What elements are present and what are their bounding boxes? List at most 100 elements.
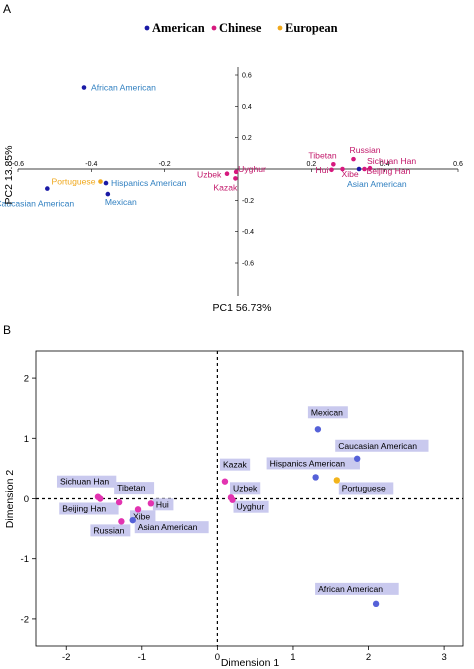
point-label-a-kazak: Kazak — [213, 182, 238, 192]
point-label-b-russian: Russian — [93, 525, 124, 535]
y-tick-label-b: 0 — [24, 494, 29, 505]
point-a-portuguese — [98, 179, 103, 184]
y-axis-title-a: PC2 13.85% — [3, 146, 15, 205]
x-tick-label-b: -2 — [62, 652, 70, 663]
label-box-b-tibetan — [114, 482, 155, 495]
label-box-b-mexican — [307, 406, 348, 419]
x-axis-title-a: PC1 56.73% — [213, 302, 272, 314]
point-a-hispanics-american — [103, 180, 109, 186]
point-b-asian-american — [129, 516, 136, 524]
point-label-a-sichuan-han: Sichuan Han — [367, 156, 416, 166]
point-label-a-asian-american: Asian American — [347, 179, 407, 189]
point-a-mexican — [105, 191, 111, 197]
point-a-hui — [329, 167, 334, 173]
label-box-b-portuguese — [338, 482, 394, 495]
labels-a: African American Hispanics American Mexica… — [0, 83, 416, 209]
x-tick-label-b: 0 — [215, 652, 220, 663]
y-tick-label-a: 0.4 — [242, 104, 252, 111]
x-axis-title-b: Dimension 1 — [221, 657, 280, 669]
x-tick-label-a: -0.2 — [159, 161, 171, 168]
point-label-b-xibe: Xibe — [133, 511, 150, 521]
x-tick-label-a: -0.4 — [85, 161, 97, 168]
point-b-uyghur — [229, 496, 236, 503]
label-box-b-russian — [90, 524, 131, 537]
labels-b: Mexican Caucasian American Hispanics Ameri… — [56, 406, 429, 595]
point-b-portuguese — [333, 477, 340, 484]
point-b-caucasian-american — [353, 455, 361, 462]
axes-b — [36, 351, 463, 646]
point-label-b-caucasian-american: Caucasian American — [338, 441, 417, 451]
point-label-b-hispanics-american: Hispanics American — [270, 458, 346, 468]
point-a-kazak — [233, 176, 238, 181]
point-a-russian — [351, 156, 356, 162]
x-tick-label-a: 0.4 — [380, 161, 390, 168]
point-label-a-russian: Russian — [350, 145, 381, 155]
y-tick-label-a: -0.2 — [242, 198, 254, 205]
point-label-a-hui: Hui — [316, 165, 329, 175]
points-b — [94, 426, 380, 608]
point-label-a-mexican: Mexican — [105, 197, 137, 207]
label-box-b-asian-american — [134, 521, 209, 534]
legend-label-american: American — [152, 21, 205, 35]
point-b-mexican — [314, 426, 322, 433]
point-a-beijing-han — [362, 166, 367, 172]
chart-panel-a: -0.6 -0.4 -0.2 0.2 0.4 0.6 0.6 0.4 0.2 -0.2 -0.4 -0… — [0, 67, 463, 296]
point-label-a-hispanics-american: Hispanics American — [111, 178, 187, 188]
point-label-a-african-american: African American — [91, 83, 156, 93]
label-box-b-sichuan-han — [56, 475, 117, 488]
point-b-hui — [147, 500, 155, 507]
legend-label-european: European — [285, 21, 338, 35]
point-a-uyghur — [233, 169, 239, 175]
point-a-xibe — [340, 166, 345, 172]
legend-marker-chinese — [211, 25, 217, 31]
point-label-b-portuguese: Portuguese — [342, 483, 386, 493]
y-axis-title-b: Dimension 2 — [4, 470, 16, 529]
x-tick-label-b: 2 — [366, 652, 371, 663]
point-label-b-asian-american: Asian American — [138, 522, 198, 532]
y-tick-label-b: -2 — [21, 614, 29, 625]
y-tick-label-a: -0.4 — [242, 229, 254, 236]
point-label-a-uyghur: Uyghur — [238, 164, 266, 174]
point-label-b-uyghur: Uyghur — [236, 502, 264, 512]
x-tick-label-a: -0.6 — [12, 161, 24, 168]
point-label-b-african-american: African American — [318, 584, 383, 594]
x-tick-label-b: -1 — [138, 652, 146, 663]
y-tick-label-a: 0.2 — [242, 135, 252, 142]
point-label-b-sichuan-han: Sichuan Han — [60, 477, 109, 487]
label-box-b-beijing-han — [59, 502, 119, 515]
point-b-hispanics-american — [312, 474, 319, 481]
label-box-b-kazak — [219, 458, 251, 471]
label-box-b-african-american — [315, 582, 399, 595]
label-box-b-xibe — [130, 510, 156, 523]
point-b-russian — [118, 518, 125, 525]
x-tick-label-a: 0.6 — [453, 161, 463, 168]
point-label-b-beijing-han: Beijing Han — [62, 504, 106, 514]
point-a-sichuan-han — [367, 165, 373, 171]
point-label-a-portuguese: Portuguese — [52, 177, 96, 187]
y-tick-label-b: 1 — [24, 434, 29, 445]
point-a-tibetan — [331, 162, 336, 167]
point-label-b-kazak: Kazak — [223, 460, 248, 470]
y-tick-label-a: 0.6 — [242, 73, 252, 80]
point-label-a-xibe: Xibe — [342, 169, 359, 179]
chart-panel-b: -2 -1 0 1 2 3 2 1 0 -1 -2 Mexican Caucasian America… — [21, 350, 464, 663]
point-a-asian-american — [356, 166, 362, 172]
label-box-b-caucasian-american — [335, 439, 429, 452]
x-tick-label-b: 1 — [290, 652, 295, 663]
point-a-caucasian-american — [45, 186, 50, 191]
y-tick-label-a: -0.6 — [242, 261, 254, 268]
ticks-b: -2 -1 0 1 2 3 2 1 0 -1 -2 — [21, 374, 447, 663]
y-tick-label-b: -1 — [21, 554, 29, 565]
label-box-b-uzbek — [229, 482, 261, 495]
x-tick-label-a: 0.2 — [306, 161, 316, 168]
y-tick-label-b: 2 — [24, 374, 29, 385]
point-a-african-american — [81, 85, 87, 90]
point-b-beijing-han — [97, 495, 104, 502]
point-label-b-uzbek: Uzbek — [233, 483, 258, 493]
legend-marker-american — [144, 25, 150, 31]
legend-a: American Chinese European — [144, 21, 338, 35]
point-label-a-tibetan: Tibetan — [308, 150, 337, 160]
ticks-a: -0.6 -0.4 -0.2 0.2 0.4 0.6 0.6 0.4 0.2 -0.2 -0.4 -0… — [12, 73, 463, 268]
point-label-b-tibetan: Tibetan — [117, 483, 146, 493]
